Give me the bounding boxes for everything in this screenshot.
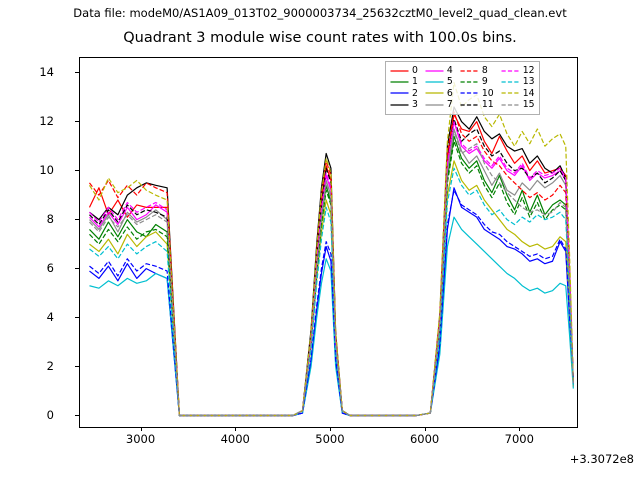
legend-label: 0 <box>412 65 418 77</box>
legend-line-swatch-icon <box>460 101 479 109</box>
y-tick-label: 14 <box>39 64 54 79</box>
y-tick-label: 6 <box>46 260 54 275</box>
legend-line-swatch-icon <box>390 101 409 109</box>
legend-entry-7[interactable]: 7 <box>425 99 453 110</box>
plot-area <box>79 57 578 428</box>
legend-label: 4 <box>446 65 453 77</box>
legend-entry-11[interactable]: 11 <box>460 99 494 110</box>
legend-label: 15 <box>522 99 535 111</box>
legend-line-swatch-icon <box>501 101 520 109</box>
legend-line-swatch-icon <box>425 89 444 97</box>
legend-entry-12[interactable]: 12 <box>501 65 535 76</box>
legend-line-swatch-icon <box>501 67 520 75</box>
y-tick-mark <box>75 316 79 318</box>
legend-line-swatch-icon <box>390 67 409 75</box>
y-tick-label: 2 <box>46 358 54 373</box>
legend-line-swatch-icon <box>425 67 444 75</box>
legend-label: 12 <box>522 65 535 77</box>
y-tick-mark <box>75 120 79 122</box>
x-tick-label: 3000 <box>125 432 156 446</box>
legend-line-swatch-icon <box>460 89 479 97</box>
legend-entry-2[interactable]: 2 <box>390 88 418 99</box>
x-tick-label: 7000 <box>504 432 534 446</box>
y-tick-label: 12 <box>39 113 54 128</box>
legend-label: 3 <box>412 99 418 111</box>
legend-entry-8[interactable]: 8 <box>460 65 494 76</box>
legend[interactable]: 0 1 2 3 4 5 6 7 8 9 10 11 12 13 14 15 <box>385 61 540 115</box>
legend-entry-9[interactable]: 9 <box>460 76 494 87</box>
y-tick-mark <box>75 267 79 269</box>
legend-label: 11 <box>481 99 494 111</box>
series-line-10 <box>89 189 574 417</box>
legend-label: 1 <box>412 76 418 88</box>
legend-line-swatch-icon <box>501 78 520 86</box>
y-tick-mark <box>75 71 79 73</box>
legend-label: 13 <box>522 76 535 88</box>
legend-label: 7 <box>446 99 453 111</box>
series-line-11 <box>89 118 574 417</box>
legend-line-swatch-icon <box>425 101 444 109</box>
y-tick-mark <box>75 169 79 171</box>
legend-line-swatch-icon <box>390 89 409 97</box>
x-tick-label: 5000 <box>315 432 345 446</box>
legend-entry-4[interactable]: 4 <box>425 65 453 76</box>
x-tick-mark <box>329 427 331 431</box>
legend-entry-14[interactable]: 14 <box>501 88 535 99</box>
legend-entry-0[interactable]: 0 <box>390 65 418 76</box>
legend-label: 6 <box>446 87 453 99</box>
series-line-5 <box>89 216 574 417</box>
legend-label: 8 <box>481 65 488 77</box>
legend-entry-5[interactable]: 5 <box>425 76 453 87</box>
x-tick-label: 6000 <box>409 432 440 446</box>
legend-label: 14 <box>522 87 535 99</box>
x-tick-mark <box>235 427 237 431</box>
legend-entry-3[interactable]: 3 <box>390 99 418 110</box>
x-tick-mark <box>519 427 521 431</box>
x-tick-mark <box>424 427 426 431</box>
legend-entry-15[interactable]: 15 <box>501 99 535 110</box>
legend-entry-13[interactable]: 13 <box>501 76 535 87</box>
legend-line-swatch-icon <box>425 78 444 86</box>
series-lines <box>88 81 574 417</box>
series-line-15 <box>89 130 574 417</box>
y-tick-label: 4 <box>46 309 54 324</box>
series-line-14 <box>88 81 574 417</box>
legend-entry-10[interactable]: 10 <box>460 88 494 99</box>
legend-label: 9 <box>481 76 488 88</box>
legend-entry-6[interactable]: 6 <box>425 88 453 99</box>
y-tick-mark <box>75 365 79 367</box>
legend-line-swatch-icon <box>501 89 520 97</box>
legend-line-swatch-icon <box>460 78 479 86</box>
y-tick-mark <box>75 414 79 416</box>
legend-label: 10 <box>481 87 494 99</box>
x-axis-offset-label: +3.3072e8 <box>569 452 634 466</box>
data-file-label: Data file: modeM0/AS1A09_013T02_90000037… <box>73 6 567 20</box>
legend-label: 2 <box>412 87 418 99</box>
chart-title: Quadrant 3 module wise count rates with … <box>123 30 517 46</box>
x-tick-label: 4000 <box>220 432 250 446</box>
x-tick-mark <box>140 427 142 431</box>
y-tick-label: 0 <box>46 407 54 422</box>
y-tick-mark <box>75 218 79 220</box>
legend-label: 5 <box>446 76 453 88</box>
legend-entry-1[interactable]: 1 <box>390 76 418 87</box>
y-tick-label: 10 <box>39 162 54 177</box>
y-tick-label: 8 <box>46 211 54 226</box>
legend-line-swatch-icon <box>390 78 409 86</box>
legend-line-swatch-icon <box>460 67 479 75</box>
